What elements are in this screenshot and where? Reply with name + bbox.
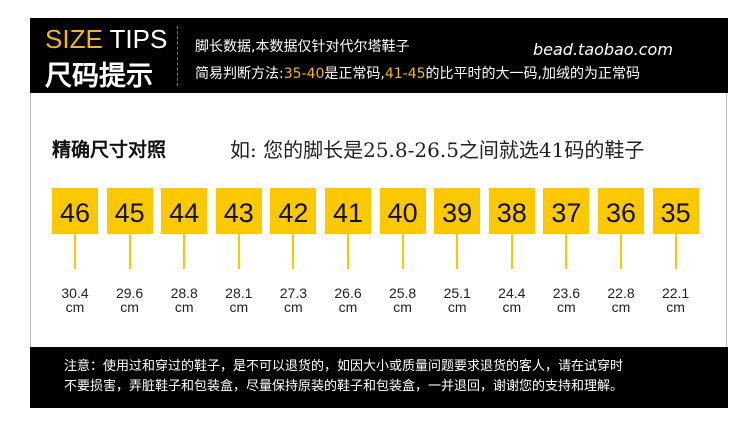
connector-line [347,234,349,269]
length-value: 24.4 [498,285,526,301]
size-column: 45 29.6 cm [106,188,153,314]
example-text: 如: 您的脚长是25.8-26.5之间就选41码的鞋子 [230,138,645,162]
connector-line [401,234,404,269]
note-text: 是正常码, [324,66,385,82]
length-unit: cm [557,299,576,315]
foot-length: 28.1 cm [216,286,262,314]
size-box: 35 [652,188,699,234]
shop-url: bead.taobao.com [533,40,673,59]
note-range-normal: 35-40 [283,66,325,82]
size-box: 41 [325,188,371,234]
size-box: 45 [106,188,153,234]
length-unit: cm [229,299,249,315]
size-column: 46 30.4 cm [52,188,98,314]
size-column: 36 22.8 cm [598,188,644,314]
footer-notice: 注意：使用过和穿过的鞋子，是不可以退货的，如因大小或质量问题要求退货的客人，请在… [30,347,728,408]
foot-length: 24.4 cm [489,286,535,314]
length-value: 26.6 [334,285,362,301]
size-column: 35 22.1 cm [652,188,699,314]
foot-length: 26.6 cm [325,286,371,314]
header-banner: SIZE TIPS 尺码提示 脚长数据,本数据仅针对代尔塔鞋子 简易判断方法:3… [30,18,728,93]
length-value: 25.8 [388,285,417,301]
connector-line [237,234,240,269]
size-box: 46 [52,188,98,234]
length-value: 22.8 [607,285,635,301]
length-unit: cm [174,299,194,315]
note-range-large: 41-45 [384,66,426,82]
connector-line [183,234,186,269]
header-note-1: 脚长数据,本数据仅针对代尔塔鞋子 [195,39,410,55]
length-unit: cm [611,299,631,315]
length-value: 30.4 [61,285,89,301]
size-column: 43 28.1 cm [215,188,262,314]
connector-line [674,234,677,269]
brand-title-cn: 尺码提示 [45,61,153,92]
foot-length: 28.8 cm [161,286,207,314]
note-text: 的比平时的大一码,加绒的为正常码 [425,66,640,82]
foot-length: 25.1 cm [434,286,480,314]
length-value: 28.8 [170,285,198,301]
foot-length: 29.6 cm [107,286,153,314]
length-unit: cm [502,299,522,315]
connector-line [565,234,568,269]
size-column: 42 27.3 cm [270,188,317,314]
header-note-2: 简易判断方法:35-40是正常码,41-45的比平时的大一码,加绒的为正常码 [195,63,640,83]
divider [177,26,178,86]
foot-length: 30.4 cm [52,286,98,314]
size-box: 43 [215,188,262,234]
length-value: 22.1 [661,285,690,301]
length-value: 25.1 [443,285,471,301]
length-value: 27.3 [279,285,308,301]
connector-line [128,234,131,269]
size-box: 44 [161,188,208,234]
size-box: 39 [434,188,481,234]
size-column: 40 25.8 cm [379,188,426,314]
size-column: 38 24.4 cm [488,188,535,314]
size-box: 36 [598,188,644,234]
notice-line-1: 注意：使用过和穿过的鞋子，是不可以退货的，如因大小或质量问题要求退货的客人，请在… [64,359,624,374]
size-box: 40 [379,188,426,234]
size-box: 42 [270,188,317,234]
size-column: 39 25.1 cm [434,188,481,314]
connector-line [74,234,76,269]
size-column: 37 23.6 cm [543,188,590,314]
foot-length: 23.6 cm [543,286,589,314]
length-unit: cm [666,299,685,315]
connector-line [510,234,513,269]
length-unit: cm [393,299,412,315]
notice-line-2: 不要损害，弄脏鞋子和包装盒，尽量保持原装的鞋子和包装盒，一并退回，谢谢您的支持和… [64,379,624,394]
length-value: 23.6 [552,285,581,301]
length-unit: cm [447,299,467,315]
connector-line [456,234,459,269]
length-unit: cm [284,299,303,315]
foot-length: 22.1 cm [653,286,699,314]
brand-title-en: SIZE TIPS [45,24,167,55]
length-value: 28.1 [225,285,253,301]
connector-line [620,234,622,269]
foot-length: 25.8 cm [380,286,426,314]
length-unit: cm [338,299,358,315]
length-unit: cm [65,299,85,315]
size-box: 38 [488,188,535,234]
foot-length: 22.8 cm [598,286,644,314]
size-column: 41 26.6 cm [325,188,371,314]
foot-length: 27.3 cm [270,286,316,314]
length-value: 29.6 [115,285,144,301]
brand-title-highlight: SIZE [45,24,103,54]
length-unit: cm [120,299,139,315]
brand-title-rest: TIPS [102,24,168,54]
size-column: 44 28.8 cm [161,188,208,314]
note-text: 简易判断方法: [195,66,284,82]
section-title: 精确尺寸对照 [52,139,167,161]
size-box: 37 [543,188,590,234]
connector-line [292,234,295,269]
